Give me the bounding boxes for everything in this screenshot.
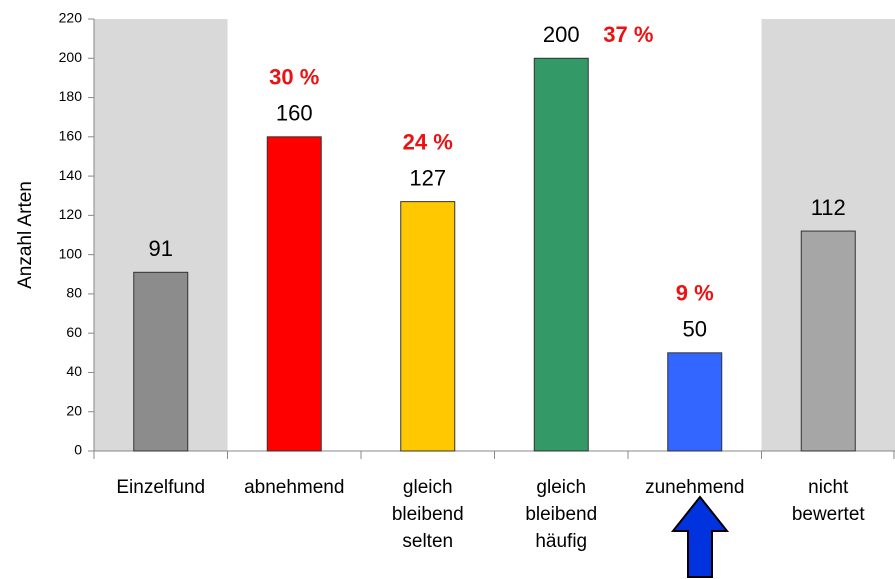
- x-tick-label-line: bleibend: [392, 504, 464, 525]
- x-tick-label-line: gleich: [403, 477, 453, 498]
- y-tick-label: 20: [66, 402, 82, 418]
- percent-label: 30 %: [269, 65, 319, 90]
- value-label: 50: [683, 317, 707, 342]
- y-tick-label: 220: [59, 10, 83, 26]
- x-tick-label-line: Einzelfund: [116, 477, 205, 498]
- bar: [133, 271, 189, 452]
- x-tick-label-line: bewertet: [792, 504, 866, 525]
- x-tick-label: Einzelfund: [116, 477, 205, 498]
- y-tick-label: 80: [66, 285, 82, 301]
- y-tick-label: 0: [74, 442, 82, 458]
- y-tick-label: 120: [59, 206, 83, 222]
- y-tick-label: 60: [66, 324, 82, 340]
- x-tick-label-line: bleibend: [525, 504, 597, 525]
- y-tick-label: 40: [66, 363, 82, 379]
- x-tick-label: gleich bleibend selten: [392, 477, 464, 552]
- x-tick-label-line: nicht: [808, 477, 849, 498]
- percent-label: 9 %: [676, 281, 714, 306]
- y-axis-label: Anzahl Arten: [15, 181, 36, 289]
- x-tick-label: nicht bewertet: [792, 477, 866, 525]
- x-tick-label-line: selten: [402, 531, 453, 552]
- value-label: 112: [811, 195, 846, 220]
- x-tick-label: gleich bleibend häufig: [525, 477, 597, 552]
- value-label: 200: [543, 22, 580, 47]
- x-tick-label: zunehmend: [645, 477, 744, 498]
- bar: [266, 136, 322, 452]
- value-label: 127: [409, 165, 446, 190]
- y-tick-label: 100: [59, 245, 83, 261]
- x-tick-label: abnehmend: [244, 477, 344, 498]
- x-tick-label-line: gleich: [536, 477, 586, 498]
- y-tick-label: 160: [59, 128, 83, 144]
- bar: [667, 352, 723, 452]
- x-tick-label-line: abnehmend: [244, 477, 344, 498]
- arrow: [670, 495, 730, 578]
- y-tick-label: 140: [59, 167, 83, 183]
- bar: [533, 57, 589, 452]
- y-tick-label: 200: [59, 49, 83, 65]
- x-tick-label-line: zunehmend: [645, 477, 744, 498]
- percent-label: 37 %: [603, 22, 653, 47]
- bar: [800, 230, 856, 452]
- value-label: 91: [149, 236, 173, 261]
- value-label: 160: [276, 101, 313, 126]
- x-tick-label-line: häufig: [535, 531, 587, 552]
- bar: [400, 201, 456, 452]
- percent-label: 24 %: [403, 129, 453, 154]
- y-tick-label: 180: [59, 88, 83, 104]
